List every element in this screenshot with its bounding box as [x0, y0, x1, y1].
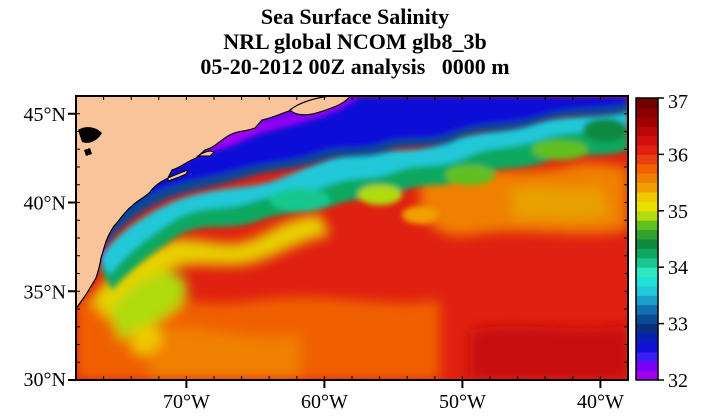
lon-tick-label: 60°W: [301, 391, 348, 413]
title-line-1: Sea Surface Salinity: [260, 4, 450, 29]
colorbar-segment: [636, 361, 658, 372]
colorbar-segment: [636, 323, 658, 334]
colorbar-segment: [636, 276, 658, 287]
colorbar-segment: [636, 182, 658, 193]
colorbar-segment: [636, 304, 658, 315]
lat-tick-label: 45°N: [24, 104, 66, 126]
land-mass: [76, 96, 351, 309]
colorbar-label: 36: [668, 144, 688, 166]
colorbar-segment: [636, 248, 658, 259]
colorbar-segment: [636, 286, 658, 296]
lat-tick-label: 40°N: [24, 193, 66, 215]
colorbar-segment: [636, 192, 658, 202]
colorbar-segment: [636, 201, 658, 212]
colorbar-segment: [636, 314, 658, 325]
colorbar-segment: [636, 342, 658, 353]
colorbar-segment: [636, 333, 658, 343]
colorbar-segment: [636, 370, 658, 381]
lon-tick-label: 70°W: [163, 391, 210, 413]
lon-tick-label: 40°W: [577, 391, 624, 413]
title-line-2: NRL global NCOM glb8_3b: [223, 29, 487, 54]
colorbar-labels: 37 36 35 34 33 32: [658, 91, 688, 392]
colorbar-segment: [636, 154, 658, 165]
colorbar-segment: [636, 98, 658, 108]
colorbar-segment: [636, 220, 658, 231]
colorbar-segment: [636, 267, 658, 278]
colorbar-segment: [636, 229, 658, 240]
colorbar-segment: [636, 173, 658, 184]
colorbar-label: 32: [668, 370, 688, 392]
colorbar-segment: [636, 257, 658, 268]
frame-ticks: [75, 95, 629, 381]
colorbar-segment: [636, 163, 658, 174]
colorbar: [635, 97, 659, 381]
salinity-field: [76, 96, 628, 380]
colorbar-segment: [636, 107, 658, 118]
title-block: Sea Surface Salinity NRL global NCOM glb…: [0, 4, 710, 79]
lat-tick-label: 30°N: [24, 369, 66, 391]
colorbar-segment: [636, 210, 658, 221]
colorbar-segment: [636, 135, 658, 146]
colorbar-segment: [636, 116, 658, 127]
colorbar-label: 35: [668, 201, 688, 223]
colorbar-label: 34: [668, 257, 688, 279]
colorbar-frame: [635, 97, 659, 381]
colorbar-label: 37: [668, 91, 688, 113]
title-line-3: 05-20-2012 00Z analysis 0000 m: [200, 54, 510, 79]
lat-tick-label: 35°N: [24, 281, 66, 303]
colorbar-segment: [636, 351, 658, 362]
longitude-labels: 70°W 60°W 50°W 40°W: [163, 380, 624, 413]
colorbar-segment: [636, 126, 658, 137]
colorbar-segment: [636, 239, 658, 249]
latitude-labels: 45°N 40°N 35°N 30°N: [24, 104, 76, 391]
colorbar-segment: [636, 145, 658, 155]
colorbar-label: 33: [668, 314, 688, 336]
lon-tick-label: 50°W: [439, 391, 486, 413]
colorbar-segment: [636, 295, 658, 306]
